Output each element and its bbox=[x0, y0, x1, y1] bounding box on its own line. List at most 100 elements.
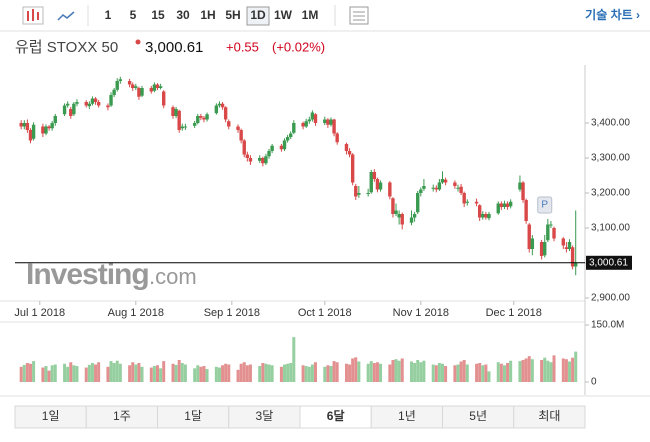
candle-body bbox=[564, 247, 569, 249]
volume-tick-label: 150.0M bbox=[591, 320, 624, 331]
volume-bar bbox=[283, 364, 287, 382]
candle-body bbox=[242, 140, 246, 155]
volume-bar bbox=[388, 364, 392, 382]
volume-bar bbox=[199, 366, 203, 382]
interval-button[interactable]: 1M bbox=[302, 8, 319, 22]
x-tick-label: Aug 1 2018 bbox=[108, 307, 164, 319]
volume-bar bbox=[564, 359, 568, 382]
volume-bar bbox=[506, 363, 510, 382]
candle-body bbox=[440, 179, 445, 183]
line-icon[interactable] bbox=[57, 11, 75, 21]
volume-bar bbox=[66, 366, 70, 382]
volume-bar bbox=[109, 361, 113, 382]
interval-button[interactable]: 1 bbox=[105, 8, 112, 22]
event-marker[interactable] bbox=[537, 196, 553, 214]
candle-body bbox=[307, 119, 311, 122]
volume-bar bbox=[214, 366, 218, 382]
x-tick-label: Dec 1 2018 bbox=[486, 307, 542, 319]
interval-button[interactable]: 30 bbox=[176, 8, 190, 22]
range-label[interactable]: 최대 bbox=[538, 409, 560, 423]
volume-bar bbox=[366, 363, 370, 382]
volume-bar bbox=[44, 366, 48, 382]
candle-body bbox=[477, 205, 482, 218]
volume-bar bbox=[394, 359, 398, 382]
volume-bar bbox=[177, 359, 181, 382]
interval-button[interactable]: 5 bbox=[130, 8, 137, 22]
range-tab[interactable] bbox=[513, 405, 586, 429]
volume-bar bbox=[137, 363, 141, 382]
candle-body bbox=[419, 189, 423, 193]
x-tick-label: Oct 1 2018 bbox=[298, 307, 352, 319]
volume-bar bbox=[304, 366, 308, 382]
volume-bar bbox=[372, 363, 376, 382]
candle-body bbox=[561, 238, 566, 246]
candle-body bbox=[416, 193, 420, 213]
range-label[interactable]: 1주 bbox=[113, 409, 131, 423]
candle-body bbox=[258, 158, 262, 161]
candle-body bbox=[44, 126, 48, 134]
range-label[interactable]: 5년 bbox=[469, 409, 487, 423]
candle-body bbox=[570, 247, 575, 267]
candle-body bbox=[375, 179, 380, 190]
range-label[interactable]: 1일 bbox=[42, 409, 60, 423]
candle-body bbox=[372, 172, 377, 179]
candle-body bbox=[270, 145, 274, 151]
candle-body bbox=[453, 182, 457, 186]
candle-body bbox=[549, 224, 553, 226]
volume-bar bbox=[416, 359, 420, 382]
interval-button[interactable]: 1W bbox=[274, 8, 293, 22]
volume-bar bbox=[258, 366, 262, 382]
range-label[interactable]: 1달 bbox=[184, 409, 202, 423]
y-tick-label: 3,400.00 bbox=[591, 118, 630, 129]
range-label[interactable]: 1년 bbox=[398, 409, 416, 423]
candle-body bbox=[131, 84, 135, 88]
candle-body bbox=[118, 79, 123, 81]
candle-body bbox=[335, 133, 339, 143]
volume-bar bbox=[459, 361, 463, 382]
volume-bar bbox=[149, 367, 153, 382]
candle-body bbox=[394, 210, 398, 214]
volume-bar bbox=[28, 363, 32, 382]
volume-bar bbox=[410, 361, 414, 382]
interval-button[interactable]: 1D bbox=[250, 8, 266, 22]
candle-body bbox=[47, 126, 51, 129]
candle-body bbox=[409, 217, 414, 223]
volume-bar bbox=[546, 360, 550, 382]
advanced-chart-link[interactable]: 기술 차트 › bbox=[585, 7, 640, 22]
settings-glyph bbox=[353, 11, 365, 21]
interval-button[interactable]: 5H bbox=[225, 8, 240, 22]
interval-button[interactable]: 15 bbox=[151, 8, 165, 22]
volume-bar bbox=[217, 367, 221, 382]
volume-bar bbox=[434, 365, 438, 382]
interval-button[interactable]: 1H bbox=[200, 8, 215, 22]
candle-body bbox=[354, 186, 358, 197]
volume-bar bbox=[171, 363, 175, 382]
price: 3,000.61 bbox=[145, 39, 203, 56]
volume-bar bbox=[313, 362, 317, 382]
candle-body bbox=[87, 103, 92, 107]
range-label[interactable]: 6달 bbox=[327, 409, 345, 423]
candle-body bbox=[366, 193, 370, 194]
volume-bar bbox=[32, 361, 36, 382]
candle-body bbox=[434, 187, 439, 190]
candle-body bbox=[539, 242, 544, 256]
candle-body bbox=[481, 214, 485, 218]
watermark-brand: Investing bbox=[26, 258, 149, 291]
range-label[interactable]: 3달 bbox=[256, 409, 274, 423]
candle-body bbox=[248, 158, 253, 162]
candle-body bbox=[152, 84, 157, 91]
candle-body bbox=[459, 186, 463, 193]
volume-bar bbox=[441, 363, 444, 382]
volume-bar bbox=[183, 364, 187, 382]
candle-body bbox=[304, 121, 308, 127]
candle-body bbox=[236, 126, 240, 130]
volume-bar bbox=[84, 367, 88, 382]
volume-bar bbox=[422, 360, 426, 382]
volume-bar bbox=[221, 365, 225, 382]
volume-bar bbox=[561, 358, 565, 382]
volume-bar bbox=[329, 366, 333, 382]
candle-body bbox=[22, 123, 26, 127]
volume-bar bbox=[128, 365, 132, 382]
candle-body bbox=[527, 224, 531, 249]
candle-body bbox=[310, 112, 315, 120]
